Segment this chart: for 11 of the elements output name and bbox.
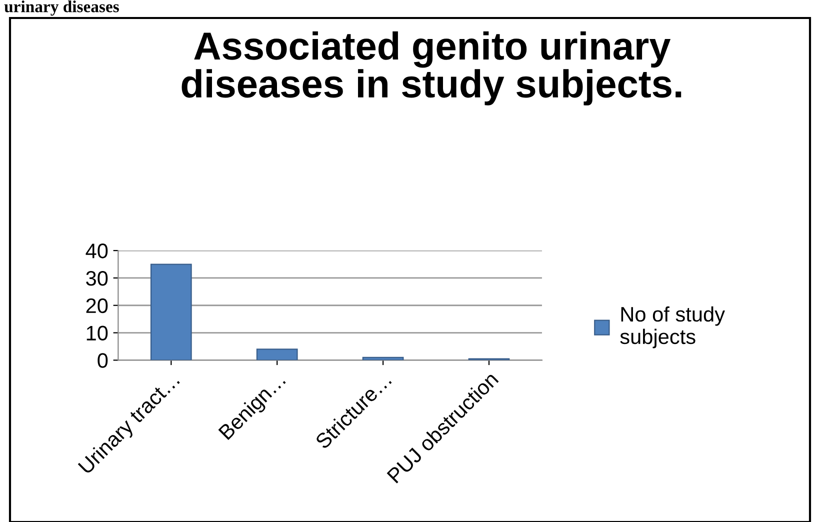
y-tick-label: 40: [86, 244, 108, 258]
text: urinary diseases: [4, 0, 119, 16]
chart-title: Associated genito urinary diseases in study subjects.: [182, 31, 682, 106]
y-tick-label: 30: [86, 270, 108, 286]
bar: [150, 264, 192, 360]
bar: [256, 348, 298, 360]
legend-label: No of study subjects: [620, 306, 725, 348]
y-tick-label: 0: [98, 353, 108, 368]
y-tick-label: 10: [86, 326, 108, 341]
bar: [362, 356, 404, 360]
y-tick-label: 20: [86, 298, 108, 314]
